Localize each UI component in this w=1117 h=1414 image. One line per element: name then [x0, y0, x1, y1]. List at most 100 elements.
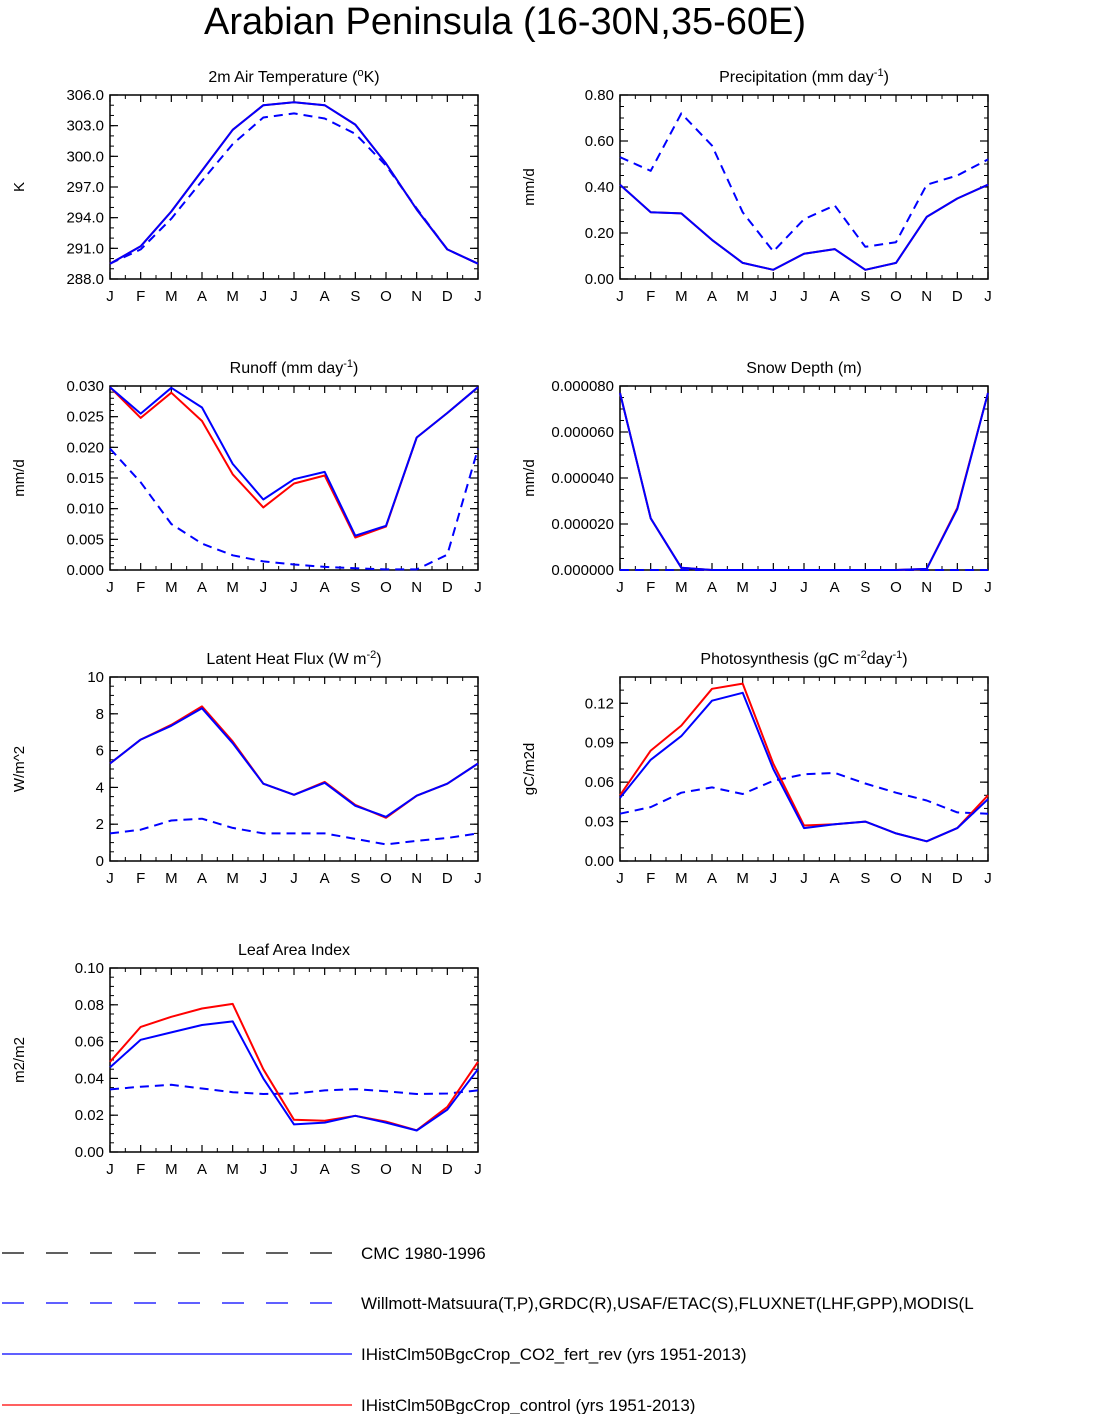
- x-tick-label: M: [736, 579, 749, 596]
- x-tick-label: J: [474, 870, 482, 887]
- y-axis-label: K: [11, 182, 28, 192]
- x-tick-label: J: [984, 870, 992, 887]
- y-tick-label: 0.00: [585, 271, 614, 288]
- x-tick-label: A: [707, 870, 717, 887]
- y-tick-label: 306.0: [66, 87, 104, 104]
- x-tick-label: A: [320, 579, 330, 596]
- x-tick-label: S: [860, 579, 870, 596]
- x-tick-label: J: [984, 579, 992, 596]
- x-tick-label: A: [830, 870, 840, 887]
- y-tick-label: 0.20: [585, 225, 614, 242]
- x-tick-label: O: [890, 288, 902, 305]
- x-tick-label: O: [380, 288, 392, 305]
- y-tick-label: 0.020: [66, 439, 104, 456]
- x-tick-label: O: [380, 579, 392, 596]
- x-tick-label: A: [320, 288, 330, 305]
- charts-canvas: 2m Air Temperature (oK)KJ F M A M J J A S O N D J288…: [11, 67, 992, 1178]
- x-tick-label: J: [800, 870, 808, 887]
- x-tick-label: A: [830, 288, 840, 305]
- series-line-3: [109, 1020, 479, 1132]
- series-line-3: [619, 392, 989, 571]
- x-tick-label: F: [136, 579, 145, 596]
- x-tick-label: J: [106, 1161, 114, 1178]
- x-tick-label: M: [226, 870, 239, 887]
- x-tick-label: M: [675, 870, 688, 887]
- x-tick-label: A: [320, 870, 330, 887]
- series-line-dashed-1: [109, 817, 479, 846]
- y-tick-label: 297.0: [66, 179, 104, 196]
- x-tick-label: O: [890, 579, 902, 596]
- x-tick-label: J: [106, 870, 114, 887]
- legend-label: IHistClm50BgcCrop_CO2_fert_rev (yrs 1951…: [361, 1345, 747, 1364]
- y-tick-label: 0.10: [75, 960, 104, 977]
- y-tick-label: 0.000000: [551, 562, 614, 579]
- x-tick-label: A: [197, 288, 207, 305]
- x-tick-label: D: [952, 870, 963, 887]
- x-tick-label: S: [860, 288, 870, 305]
- y-tick-label: 0.000020: [551, 516, 614, 533]
- x-tick-label: M: [165, 1161, 178, 1178]
- x-tick-label: J: [260, 579, 268, 596]
- series-line-dashed-1: [109, 447, 479, 571]
- x-tick-label: D: [442, 288, 453, 305]
- y-tick-label: 0.40: [585, 179, 614, 196]
- x-tick-label: J: [290, 288, 298, 305]
- y-tick-label: 0.025: [66, 409, 104, 426]
- x-tick-label: N: [921, 579, 932, 596]
- y-tick-label: 0.09: [585, 735, 614, 752]
- panel-title: Latent Heat Flux (W m-2): [206, 649, 381, 668]
- x-tick-label: D: [952, 288, 963, 305]
- x-tick-label: D: [442, 579, 453, 596]
- panel-5: Latent Heat Flux (W m-2) W/m^2 J F M A M J J A S O N…: [11, 649, 482, 887]
- x-tick-label: M: [736, 870, 749, 887]
- y-tick-label: 0.03: [585, 814, 614, 831]
- series-line-3: [109, 101, 479, 265]
- y-axis-label: gC/m2d: [521, 743, 538, 796]
- x-tick-label: F: [646, 288, 655, 305]
- x-tick-label: J: [616, 579, 624, 596]
- y-tick-label: 0.00: [75, 1144, 104, 1161]
- x-tick-label: J: [770, 870, 778, 887]
- y-tick-label: 0.80: [585, 87, 614, 104]
- x-tick-label: S: [350, 1161, 360, 1178]
- x-tick-label: J: [800, 288, 808, 305]
- legend-label: Willmott-Matsuura(T,P),GRDC(R),USAF/ETAC…: [361, 1294, 974, 1313]
- y-tick-label: 0.000080: [551, 378, 614, 395]
- x-tick-label: O: [380, 1161, 392, 1178]
- y-tick-label: 10: [87, 669, 104, 686]
- x-tick-label: J: [984, 288, 992, 305]
- y-tick-label: 303.0: [66, 118, 104, 135]
- x-tick-label: A: [320, 1161, 330, 1178]
- x-tick-label: N: [921, 870, 932, 887]
- x-tick-label: F: [136, 1161, 145, 1178]
- x-tick-label: N: [411, 288, 422, 305]
- x-tick-label: J: [800, 579, 808, 596]
- panel-3: Runoff (mm day-1)mm/dJ F M A M J J A S O N D J0.0000…: [11, 358, 482, 596]
- x-tick-label: M: [226, 1161, 239, 1178]
- x-tick-label: O: [380, 870, 392, 887]
- x-tick-label: J: [474, 1161, 482, 1178]
- x-tick-label: N: [411, 1161, 422, 1178]
- y-tick-label: 0: [96, 853, 104, 870]
- x-tick-label: J: [616, 288, 624, 305]
- x-tick-label: N: [411, 870, 422, 887]
- panel-1: 2m Air Temperature (oK)KJ F M A M J J A S O N D J288…: [11, 67, 482, 305]
- y-tick-label: 0.000040: [551, 470, 614, 487]
- series-line-3: [619, 691, 989, 843]
- y-tick-label: 300.0: [66, 148, 104, 165]
- legend-label: IHistClm50BgcCrop_control (yrs 1951-2013…: [361, 1396, 695, 1414]
- x-tick-label: J: [770, 579, 778, 596]
- legend-label: CMC 1980-1996: [361, 1244, 486, 1263]
- x-tick-label: M: [226, 288, 239, 305]
- y-tick-label: 294.0: [66, 210, 104, 227]
- y-tick-label: 0.08: [75, 997, 104, 1014]
- x-tick-label: S: [860, 870, 870, 887]
- x-tick-label: D: [952, 579, 963, 596]
- legend-item-4: IHistClm50BgcCrop_control (yrs 1951-2013…: [2, 1396, 695, 1414]
- y-tick-label: 0.010: [66, 501, 104, 518]
- legend-item-1: CMC 1980-1996: [2, 1244, 486, 1263]
- x-tick-label: A: [197, 870, 207, 887]
- y-axis-label: mm/d: [11, 459, 28, 497]
